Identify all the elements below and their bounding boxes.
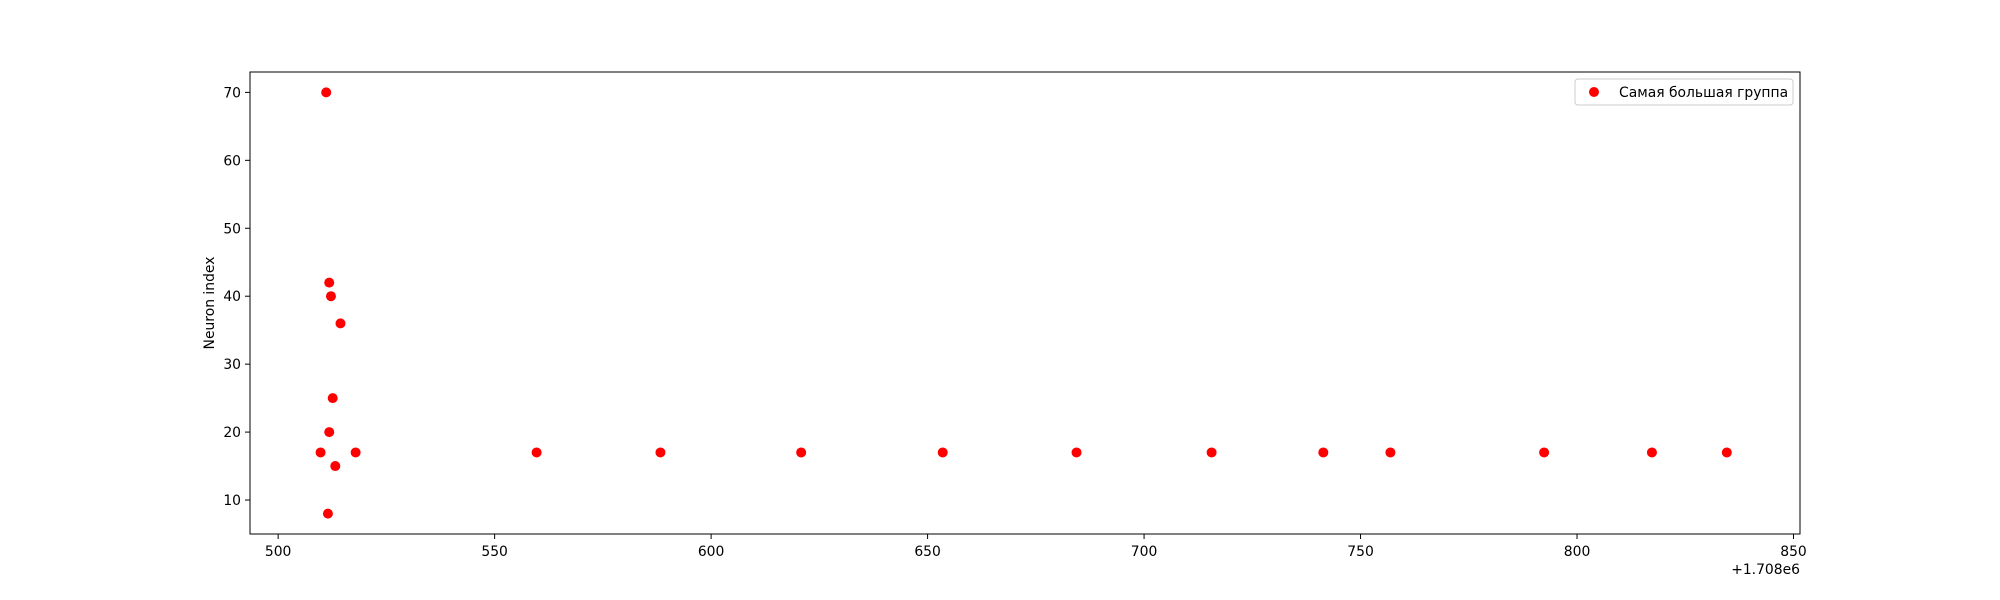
data-point <box>1071 447 1082 458</box>
y-tick-label: 50 <box>223 221 241 237</box>
legend-box <box>1574 78 1794 106</box>
legend-marker <box>1589 87 1599 97</box>
legend-label: Самая большая группа <box>1619 85 1788 101</box>
data-point <box>335 318 346 329</box>
data-point <box>327 393 338 404</box>
x-offset-label: +1.708e6 <box>1731 562 1800 578</box>
data-point <box>350 447 361 458</box>
data-point <box>325 291 336 302</box>
data-point <box>330 461 341 472</box>
data-point <box>655 447 666 458</box>
data-point <box>796 447 807 458</box>
x-tick-label: 650 <box>914 544 941 560</box>
y-tick-label: 20 <box>223 425 241 441</box>
y-axis-label: Neuron index <box>202 257 218 350</box>
x-tick-label: 700 <box>1131 544 1158 560</box>
data-point <box>1318 447 1329 458</box>
data-point <box>315 447 326 458</box>
data-point <box>1721 447 1732 458</box>
data-point <box>321 87 332 98</box>
data-point <box>1206 447 1217 458</box>
data-point <box>322 508 333 519</box>
legend: Самая большая группа <box>1574 78 1794 106</box>
y-tick-label: 70 <box>223 85 241 101</box>
x-axis-ticks: 500 550 600 650 700 750 800 850 <box>265 534 1807 560</box>
x-tick-label: 800 <box>1564 544 1591 560</box>
x-tick-label: 750 <box>1347 544 1374 560</box>
data-point <box>1539 447 1550 458</box>
plot-frame <box>249 71 1801 535</box>
data-point <box>531 447 542 458</box>
data-point <box>937 447 948 458</box>
x-tick-label: 500 <box>265 544 292 560</box>
y-tick-label: 40 <box>223 289 241 305</box>
data-point <box>324 427 335 438</box>
y-tick-label: 10 <box>223 493 241 509</box>
x-tick-label: 550 <box>481 544 508 560</box>
data-points <box>315 87 1732 519</box>
data-point <box>1646 447 1657 458</box>
x-tick-label: 600 <box>698 544 725 560</box>
data-point <box>324 277 335 288</box>
plot-background <box>250 72 1800 534</box>
data-point <box>1385 447 1396 458</box>
y-tick-label: 60 <box>223 153 241 169</box>
y-tick-label: 30 <box>223 357 241 373</box>
y-axis-ticks: 10 20 30 40 50 60 70 <box>223 85 250 509</box>
x-tick-label: 850 <box>1780 544 1807 560</box>
